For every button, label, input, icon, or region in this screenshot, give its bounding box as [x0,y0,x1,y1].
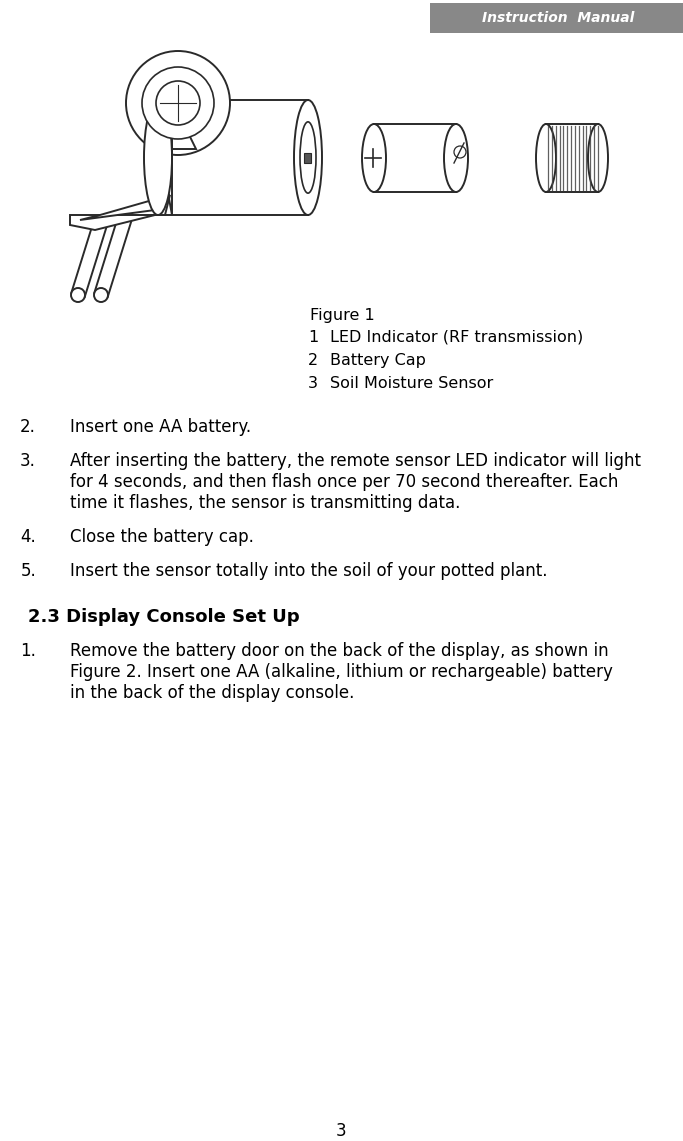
Text: Remove the battery door on the back of the display, as shown in: Remove the battery door on the back of t… [70,642,609,659]
Ellipse shape [94,288,108,302]
Polygon shape [70,195,170,230]
Ellipse shape [362,124,386,192]
Text: in the back of the display console.: in the back of the display console. [70,683,354,702]
Ellipse shape [588,124,608,192]
Text: Close the battery cap.: Close the battery cap. [70,528,254,547]
Polygon shape [80,195,170,220]
Ellipse shape [444,124,468,192]
Text: 1.: 1. [20,642,36,659]
Polygon shape [71,216,109,297]
Ellipse shape [144,100,172,215]
Text: Insert one AA battery.: Insert one AA battery. [70,418,251,436]
Ellipse shape [536,124,556,192]
Text: 3: 3 [335,1122,346,1140]
Polygon shape [94,216,132,297]
Text: Figure 2. Insert one AA (alkaline, lithium or rechargeable) battery: Figure 2. Insert one AA (alkaline, lithi… [70,663,613,681]
Text: 4.: 4. [20,528,36,547]
Text: Instruction  Manual: Instruction Manual [482,11,635,25]
Text: 1: 1 [308,330,318,345]
Text: LED Indicator (RF transmission): LED Indicator (RF transmission) [330,330,583,345]
Text: 5.: 5. [20,563,36,580]
Text: Battery Cap: Battery Cap [330,353,426,369]
Text: 2.3 Display Console Set Up: 2.3 Display Console Set Up [28,608,300,626]
Text: Figure 1: Figure 1 [309,308,374,323]
Text: 2.: 2. [20,418,36,436]
Text: time it flashes, the sensor is transmitting data.: time it flashes, the sensor is transmitt… [70,494,460,512]
Text: After inserting the battery, the remote sensor LED indicator will light: After inserting the battery, the remote … [70,452,641,470]
Text: 3.: 3. [20,452,36,470]
Text: Insert the sensor totally into the soil of your potted plant.: Insert the sensor totally into the soil … [70,563,548,580]
FancyBboxPatch shape [430,3,683,33]
Ellipse shape [142,67,214,139]
FancyBboxPatch shape [304,153,311,162]
Text: 3: 3 [308,377,318,391]
Ellipse shape [126,51,230,155]
Ellipse shape [156,81,200,126]
Ellipse shape [71,288,85,302]
Text: Soil Moisture Sensor: Soil Moisture Sensor [330,377,493,391]
Text: 2: 2 [308,353,318,369]
Text: for 4 seconds, and then flash once per 70 second thereafter. Each: for 4 seconds, and then flash once per 7… [70,474,618,491]
Polygon shape [160,100,196,215]
Ellipse shape [294,100,322,215]
